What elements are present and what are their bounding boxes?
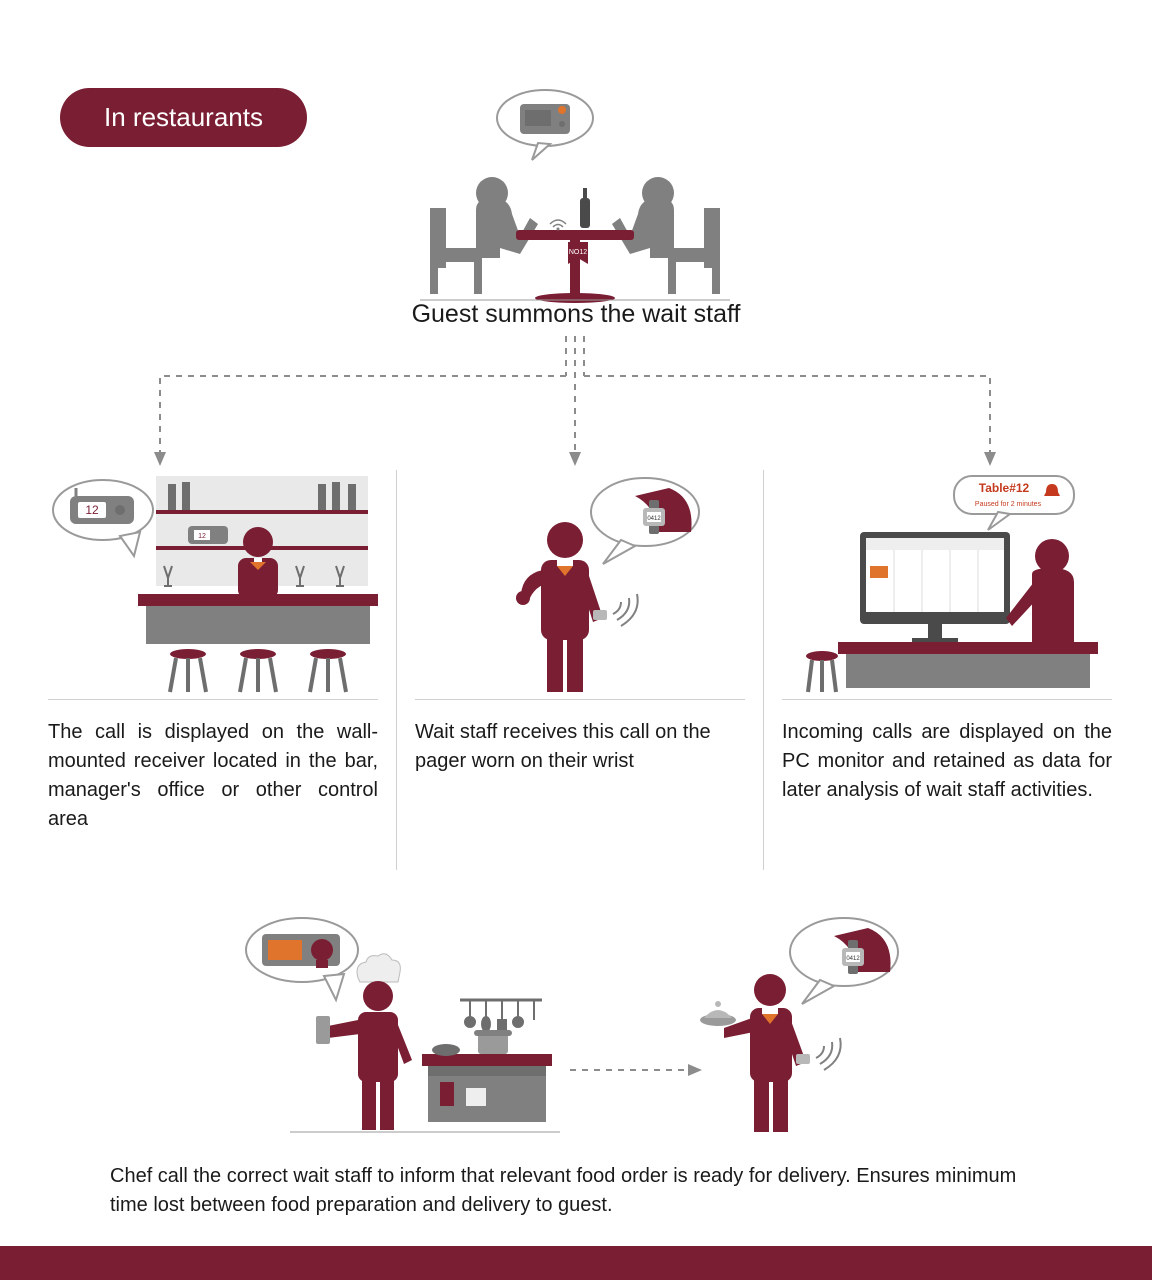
panel-waiter-pager: 0412 xyxy=(397,470,764,870)
three-panel-row: 12 12 xyxy=(30,470,1122,870)
panel-bar-receiver: 12 12 xyxy=(30,470,397,870)
bottom-caption: Chef call the correct wait staff to info… xyxy=(110,1162,1050,1220)
panel-bar-text: The call is displayed on the wall-mounte… xyxy=(48,718,378,834)
svg-text:0412: 0412 xyxy=(846,956,860,962)
table-label: NO12 xyxy=(569,249,587,256)
scene-chef-waiter: 0412 xyxy=(230,910,920,1150)
svg-text:12: 12 xyxy=(198,533,206,540)
panel-pc-monitor: Table#12 Paused for 2 minutes xyxy=(764,470,1130,870)
svg-text:0412: 0412 xyxy=(647,516,661,522)
flow-branches xyxy=(90,336,1060,476)
title-pill: In restaurants xyxy=(60,88,307,147)
panel-pc-text: Incoming calls are displayed on the PC m… xyxy=(782,718,1112,805)
svg-text:Paused for 2 minutes: Paused for 2 minutes xyxy=(975,501,1042,508)
panel-waiter-text: Wait staff receives this call on the pag… xyxy=(415,718,745,776)
top-caption: Guest summons the wait staff xyxy=(0,300,1152,329)
footer-bar xyxy=(0,1246,1152,1280)
svg-text:12: 12 xyxy=(85,503,99,517)
svg-text:Table#12: Table#12 xyxy=(979,481,1030,495)
bar-scene-icon: 12 12 xyxy=(48,470,378,695)
scene-guests-table: NO12 xyxy=(420,88,730,303)
waiter-pager-icon: 0412 xyxy=(415,470,745,695)
pc-scene-icon: Table#12 Paused for 2 minutes xyxy=(782,470,1112,695)
